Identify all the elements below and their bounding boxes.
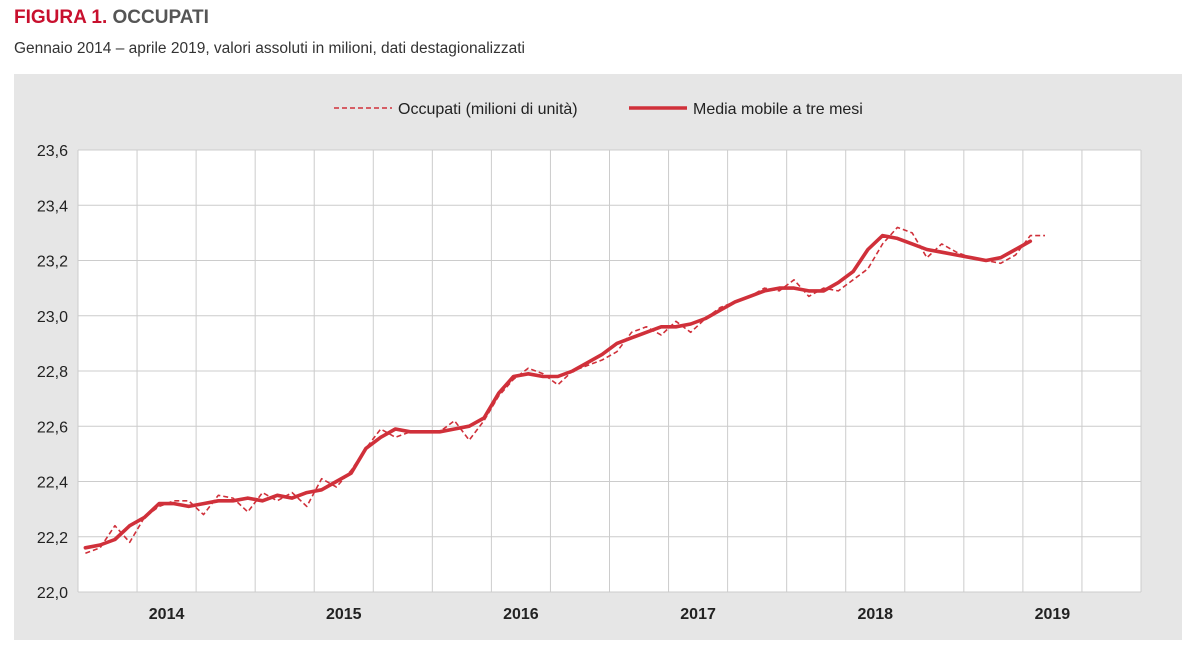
series-line-media-mobile — [83, 233, 1033, 550]
y-tick-label: 22,4 — [37, 475, 68, 492]
y-tick-label: 23,2 — [37, 254, 68, 271]
x-tick-label: 2017 — [680, 606, 716, 623]
x-tick-label: 2016 — [503, 606, 539, 623]
legend-label-media-mobile: Media mobile a tre mesi — [693, 101, 863, 118]
y-tick-label: 22,6 — [37, 419, 68, 436]
gridlines — [77, 149, 1142, 593]
series-line-occupati — [85, 226, 1045, 555]
y-tick-label: 23,0 — [37, 309, 68, 326]
figure-subtitle: Gennaio 2014 – aprile 2019, valori assol… — [14, 40, 525, 57]
y-tick-label: 23,4 — [37, 198, 68, 215]
y-tick-label: 22,2 — [37, 530, 68, 547]
legend: Occupati (milioni di unità) Media mobile … — [334, 101, 863, 118]
figure-title: FIGURA 1. OCCUPATI — [14, 6, 209, 30]
figure-number: FIGURA 1. — [14, 7, 108, 28]
figure-name: OCCUPATI — [112, 7, 209, 28]
legend-label-occupati: Occupati (milioni di unità) — [398, 101, 578, 118]
y-tick-label: 22,8 — [37, 364, 68, 381]
x-tick-label: 2019 — [1035, 606, 1071, 623]
y-axis: 22,0 22,2 22,4 22,6 22,8 23,0 23,2 23,4 23,6 — [37, 143, 68, 602]
x-tick-label: 2015 — [326, 606, 362, 623]
x-tick-label: 2014 — [149, 606, 185, 623]
x-tick-label: 2018 — [857, 606, 893, 623]
y-tick-label: 22,0 — [37, 585, 68, 602]
series-lines — [83, 226, 1045, 555]
y-tick-label: 23,6 — [37, 143, 68, 160]
x-axis: 2014 2015 2016 2017 2018 2019 — [149, 606, 1071, 623]
